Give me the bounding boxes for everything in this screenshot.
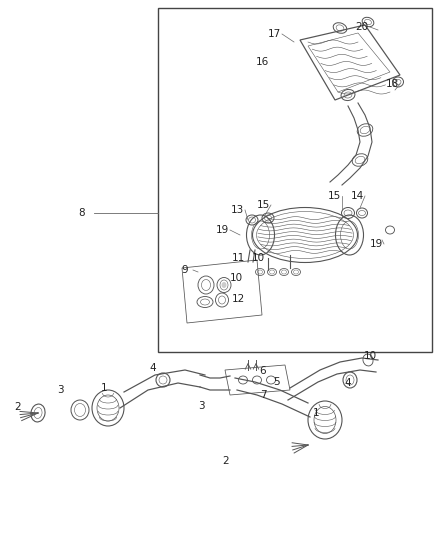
- Bar: [158, 8, 432, 352]
- Text: 15: 15: [327, 191, 341, 201]
- Text: 19: 19: [215, 225, 229, 235]
- Text: 14: 14: [350, 191, 364, 201]
- Text: 18: 18: [385, 79, 399, 89]
- Text: 19: 19: [369, 239, 383, 249]
- Text: 2: 2: [223, 456, 230, 466]
- Text: 3: 3: [198, 401, 204, 411]
- Ellipse shape: [222, 282, 226, 288]
- Text: 20: 20: [356, 22, 368, 32]
- Text: 11: 11: [231, 253, 245, 263]
- Text: 5: 5: [274, 377, 280, 387]
- Text: 1: 1: [101, 383, 107, 393]
- Text: 8: 8: [79, 208, 85, 218]
- Text: 7: 7: [260, 390, 266, 400]
- Text: 10: 10: [364, 351, 377, 361]
- Text: 4: 4: [150, 363, 156, 373]
- Text: 4: 4: [345, 378, 351, 388]
- Text: 15: 15: [256, 200, 270, 210]
- Text: 16: 16: [255, 57, 268, 67]
- Text: 13: 13: [230, 205, 244, 215]
- Text: 2: 2: [15, 402, 21, 412]
- Text: 3: 3: [57, 385, 64, 395]
- Text: 6: 6: [260, 366, 266, 376]
- Text: 17: 17: [267, 29, 281, 39]
- Text: 9: 9: [182, 265, 188, 275]
- Text: 10: 10: [230, 273, 243, 283]
- Text: 12: 12: [231, 294, 245, 304]
- Text: 1: 1: [313, 408, 319, 418]
- Text: 10: 10: [251, 253, 265, 263]
